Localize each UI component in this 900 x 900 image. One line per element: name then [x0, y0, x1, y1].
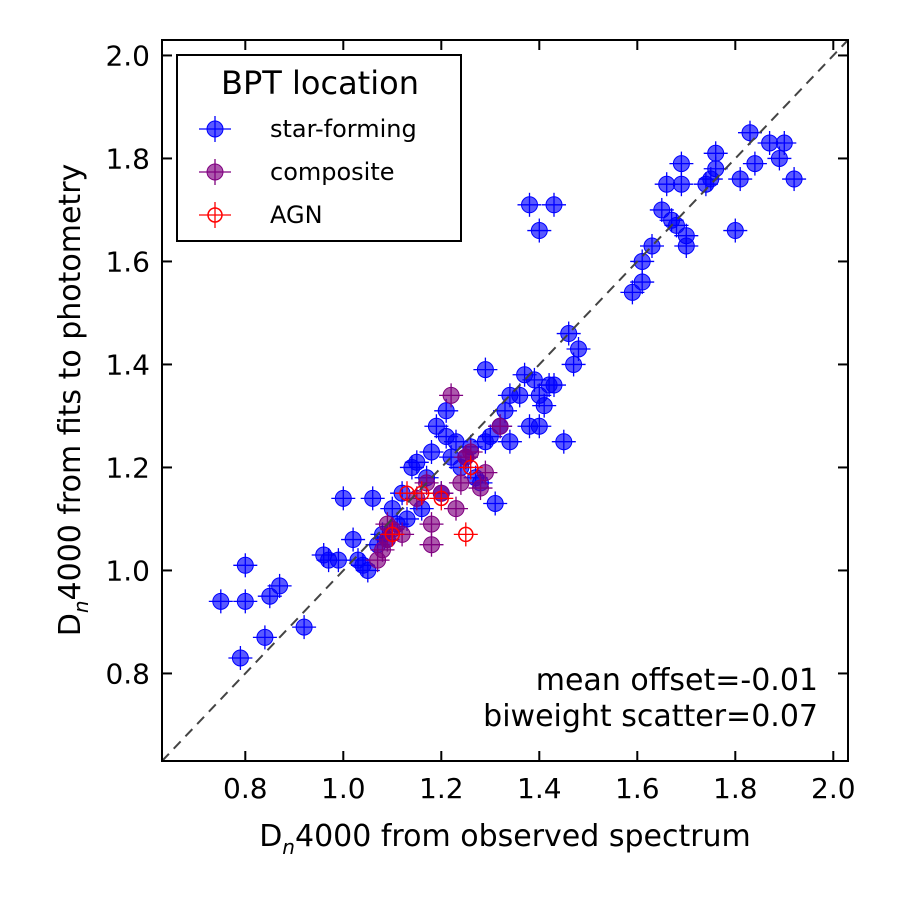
data-point — [442, 386, 460, 404]
one-to-one-line — [161, 39, 849, 762]
data-point — [462, 459, 479, 476]
data-point — [501, 433, 519, 451]
data-point — [672, 175, 690, 193]
biweight-scatter-annotation: biweight scatter=0.07 — [483, 699, 818, 734]
x-tick-label: 1.6 — [615, 772, 660, 805]
data-point — [545, 376, 563, 394]
data-point — [384, 526, 401, 543]
data-point — [423, 443, 440, 461]
data-point — [458, 526, 474, 543]
data-point — [295, 618, 313, 636]
data-point — [770, 149, 788, 167]
data-point — [236, 556, 254, 574]
x-tick-label: 2.0 — [811, 772, 856, 805]
x-tick-label: 1.4 — [517, 772, 562, 805]
data-point — [398, 510, 416, 528]
data-point — [447, 500, 465, 518]
data-point — [408, 453, 426, 471]
data-point — [521, 196, 538, 214]
data-point — [633, 252, 651, 270]
data-point — [423, 515, 440, 533]
legend-item: star-forming — [199, 115, 417, 143]
data-point — [668, 216, 685, 234]
data-point — [565, 355, 583, 373]
data-point — [334, 489, 352, 507]
y-tick-label: 1.6 — [105, 245, 150, 278]
legend-item: AGN — [199, 201, 323, 229]
y-tick-label: 2.0 — [105, 39, 150, 72]
ticks-layer: 0.8 1.0 1.2 1.4 1.6 1.8 2.0 0.8 1.0 1.2 1.4 1.6 1.8 2… — [105, 39, 855, 805]
y-axis-label: Dn4000 from fits to photometry — [53, 164, 93, 637]
data-point — [731, 170, 749, 188]
data-point — [775, 134, 793, 152]
y-tick-label: 1.2 — [105, 451, 150, 484]
x-tick-label: 1.8 — [713, 772, 758, 805]
x-tick-label: 1.0 — [321, 772, 366, 805]
series-agn — [380, 455, 483, 547]
data-point — [653, 201, 671, 219]
data-point — [707, 144, 725, 162]
x-tick-label: 1.2 — [419, 772, 464, 805]
y-tick-label: 1.4 — [105, 348, 150, 381]
legend: BPT location star-forming composite AGN — [176, 54, 462, 242]
legend-items: star-forming composite AGN — [199, 115, 417, 229]
data-point — [633, 273, 651, 291]
plot-frame — [161, 39, 849, 762]
y-tick-label: 1.8 — [105, 142, 150, 175]
data-point — [623, 283, 641, 301]
data-point — [672, 155, 690, 173]
legend-box — [176, 54, 462, 242]
data-point — [741, 124, 759, 142]
data-point — [677, 237, 695, 255]
data-point — [423, 536, 440, 554]
y-tick-label: 1.0 — [105, 554, 150, 587]
data-point — [413, 485, 430, 501]
data-point — [570, 340, 587, 358]
data-point — [530, 417, 548, 435]
points-layer — [208, 120, 807, 670]
data-point — [476, 361, 494, 379]
data-point — [535, 397, 553, 415]
data-point — [746, 155, 764, 173]
data-point — [256, 628, 274, 646]
data-point — [231, 649, 249, 667]
data-point — [481, 428, 499, 446]
legend-label: star-forming — [270, 115, 417, 143]
data-point — [383, 500, 401, 518]
data-point — [364, 489, 382, 507]
data-point — [433, 490, 450, 507]
legend-label: composite — [270, 158, 395, 186]
data-point — [476, 464, 494, 482]
legend-title: BPT location — [221, 64, 419, 102]
data-point — [530, 222, 548, 240]
data-point — [472, 479, 489, 497]
x-axis-label: Dn4000 from observed spectrum — [259, 819, 751, 859]
data-point — [329, 551, 347, 569]
data-point — [496, 402, 514, 420]
legend-marker — [206, 120, 224, 138]
data-point — [452, 474, 470, 492]
data-point — [437, 402, 455, 420]
y-tick-label: 0.8 — [105, 657, 150, 690]
x-tick-label: 0.8 — [223, 772, 268, 805]
data-point — [427, 417, 445, 435]
data-point — [344, 531, 362, 549]
legend-label: AGN — [270, 201, 323, 229]
data-point — [261, 587, 279, 605]
data-point — [545, 196, 563, 214]
data-point — [236, 592, 254, 610]
legend-marker — [206, 163, 224, 181]
legend-item: composite — [199, 158, 395, 186]
data-point — [486, 495, 504, 512]
mean-offset-annotation: mean offset=-0.01 — [536, 663, 818, 698]
legend-marker — [207, 207, 223, 223]
data-point — [359, 561, 377, 579]
data-point — [212, 592, 230, 610]
data-point — [785, 170, 803, 188]
data-point — [555, 433, 573, 451]
data-point — [726, 222, 744, 240]
data-point — [271, 577, 289, 595]
data-point — [491, 417, 509, 435]
